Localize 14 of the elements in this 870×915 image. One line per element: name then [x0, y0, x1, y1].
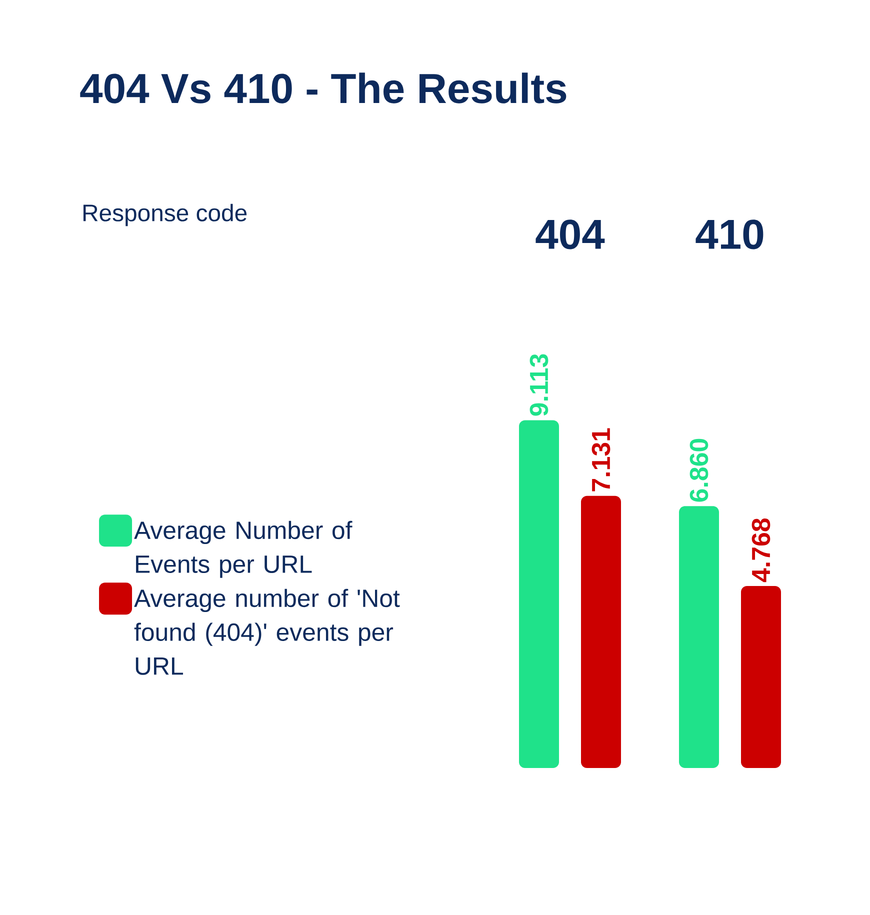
data-label: 7.131: [592, 428, 610, 492]
bar: [518, 420, 559, 768]
text: Response code: [83, 204, 247, 226]
bar: [678, 506, 719, 768]
legend-label: Average Number of Events per URL: [134, 520, 352, 578]
chart-title: 404 Vs 410 - The Results: [80, 72, 566, 104]
data-label: 6.860: [690, 438, 708, 502]
data-label: 4.768: [752, 518, 770, 582]
legend-label: Average number of 'Not found (404)' events per URL: [134, 588, 400, 675]
x-tick-label: 404: [536, 220, 605, 250]
bar: [580, 496, 621, 768]
x-tick-label: 410: [696, 220, 764, 250]
data-label: 9.113: [530, 354, 548, 416]
bar: [741, 586, 781, 768]
